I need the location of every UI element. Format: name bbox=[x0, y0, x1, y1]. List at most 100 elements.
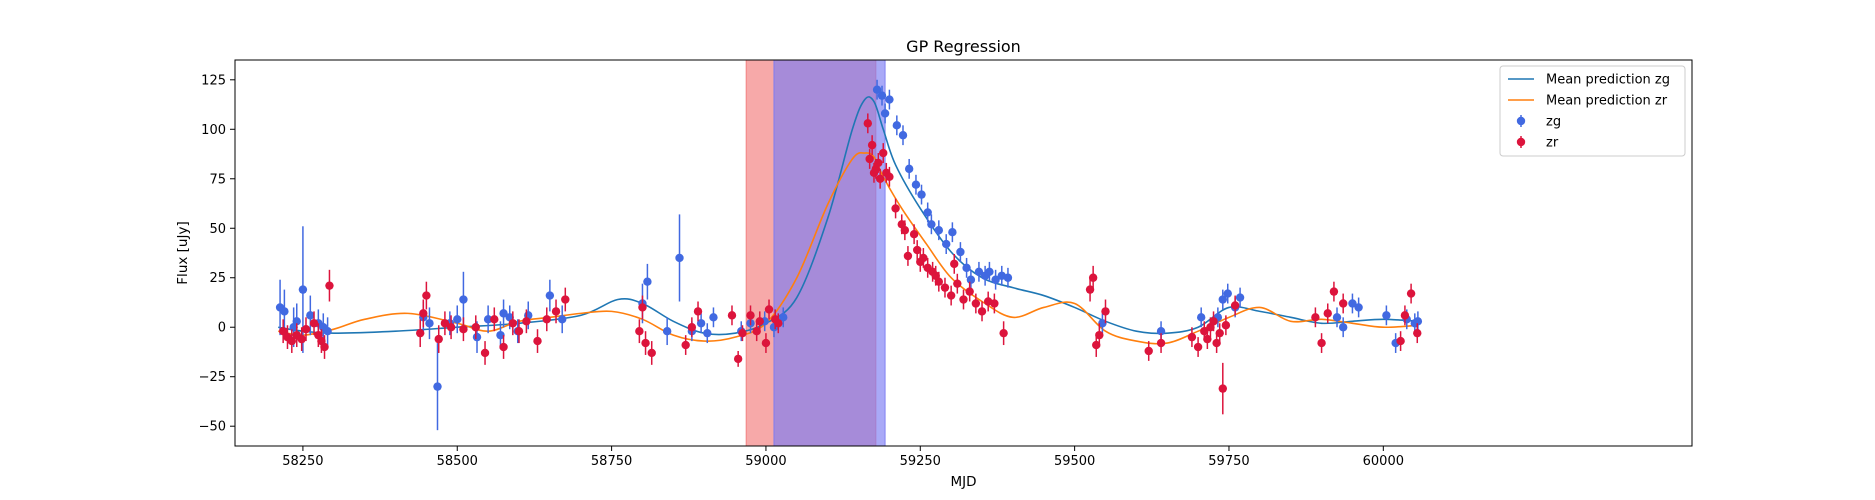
point-zr bbox=[641, 338, 650, 348]
x-tick-label: 59500 bbox=[1054, 454, 1095, 469]
point-zr bbox=[891, 204, 900, 213]
point-zg bbox=[453, 315, 462, 324]
point-zr bbox=[434, 334, 443, 344]
series-zg bbox=[275, 79, 1423, 431]
legend-label-zr: zr bbox=[1546, 136, 1559, 151]
point-zr bbox=[471, 323, 480, 332]
point-zr bbox=[738, 328, 747, 338]
point-zr bbox=[1209, 317, 1218, 326]
point-zg bbox=[459, 295, 468, 304]
point-zr bbox=[727, 311, 737, 320]
point-zr bbox=[774, 319, 783, 328]
point-zr bbox=[863, 119, 873, 128]
point-zr bbox=[909, 229, 919, 239]
point-zr bbox=[278, 326, 288, 336]
point-zg bbox=[1348, 299, 1357, 308]
point-zg bbox=[962, 263, 971, 273]
point-zr bbox=[1221, 321, 1231, 330]
point-zr bbox=[693, 307, 703, 316]
point-zr bbox=[440, 319, 450, 328]
point-zg bbox=[985, 267, 994, 277]
axes-frame bbox=[234, 59, 1693, 447]
x-tick-label: 58250 bbox=[282, 454, 323, 469]
point-zr bbox=[971, 299, 981, 308]
point-zg bbox=[948, 228, 957, 237]
point-zr bbox=[1193, 342, 1203, 352]
point-zr bbox=[1218, 384, 1227, 393]
point-zg bbox=[911, 180, 921, 189]
point-zg bbox=[1413, 317, 1423, 326]
legend-label-mean-prediction-zr: Mean prediction zr bbox=[1546, 94, 1668, 109]
point-zr bbox=[875, 174, 885, 183]
point-zg bbox=[558, 315, 567, 324]
y-tick-label: −50 bbox=[199, 420, 226, 435]
point-zg bbox=[880, 109, 890, 118]
point-zr bbox=[1101, 307, 1110, 316]
point-zr bbox=[959, 295, 968, 304]
point-zg bbox=[934, 226, 944, 235]
point-zr bbox=[1406, 289, 1416, 298]
point-zg bbox=[892, 121, 902, 130]
point-zg bbox=[898, 131, 908, 140]
point-zr bbox=[1144, 346, 1153, 356]
point-zg bbox=[675, 253, 684, 263]
point-zg bbox=[1156, 326, 1166, 336]
chart-title: GP Regression bbox=[906, 37, 1021, 56]
point-zr bbox=[999, 328, 1008, 338]
point-zr bbox=[946, 291, 956, 300]
point-zg bbox=[1332, 313, 1342, 322]
point-zg bbox=[545, 291, 555, 300]
point-zg bbox=[298, 285, 308, 294]
x-tick-label: 59000 bbox=[745, 454, 786, 469]
point-zg bbox=[696, 319, 706, 328]
point-zg bbox=[1338, 323, 1348, 332]
point-zr bbox=[903, 251, 913, 261]
point-zg bbox=[483, 315, 493, 324]
x-tick-label: 59750 bbox=[1208, 454, 1249, 469]
point-zr bbox=[533, 336, 542, 346]
point-zg bbox=[904, 164, 914, 174]
point-zr bbox=[325, 281, 334, 290]
point-zg bbox=[942, 239, 951, 249]
point-zr bbox=[287, 336, 296, 346]
point-zr bbox=[1085, 285, 1095, 294]
point-zr bbox=[1092, 340, 1101, 350]
point-zg bbox=[643, 277, 652, 286]
point-zr bbox=[514, 326, 524, 336]
point-zr bbox=[1187, 332, 1197, 342]
point-zg bbox=[974, 267, 984, 277]
point-zg bbox=[1196, 313, 1206, 322]
y-axis-ticks: −50 −25 0 25 50 75 100 125 bbox=[199, 73, 235, 435]
point-zg bbox=[323, 326, 332, 336]
point-zg bbox=[306, 311, 315, 320]
point-zr bbox=[1200, 326, 1209, 336]
point-zg bbox=[885, 95, 894, 104]
point-zr bbox=[865, 154, 874, 164]
legend-label-zg: zg bbox=[1546, 115, 1561, 130]
point-zg bbox=[280, 307, 289, 316]
point-zr bbox=[1095, 330, 1104, 340]
point-zr bbox=[953, 279, 962, 288]
point-zg bbox=[703, 328, 712, 338]
point-zr bbox=[755, 317, 764, 326]
y-tick-label: 50 bbox=[209, 222, 226, 237]
point-zg bbox=[1382, 311, 1391, 320]
point-zr bbox=[879, 148, 888, 158]
point-zr bbox=[746, 311, 755, 320]
point-zg bbox=[872, 85, 882, 94]
point-zr bbox=[542, 315, 551, 324]
point-zr bbox=[1088, 273, 1098, 282]
point-zr bbox=[990, 299, 999, 308]
point-zr bbox=[1413, 328, 1422, 338]
point-zr bbox=[561, 295, 570, 304]
x-tick-label: 60000 bbox=[1363, 454, 1404, 469]
y-tick-label: 75 bbox=[209, 172, 226, 187]
point-zr bbox=[309, 319, 319, 328]
point-zr bbox=[912, 245, 922, 255]
point-zg bbox=[709, 313, 718, 322]
point-zr bbox=[416, 328, 425, 338]
point-zr bbox=[681, 340, 690, 350]
point-zr bbox=[551, 307, 561, 316]
point-zg bbox=[927, 220, 936, 229]
